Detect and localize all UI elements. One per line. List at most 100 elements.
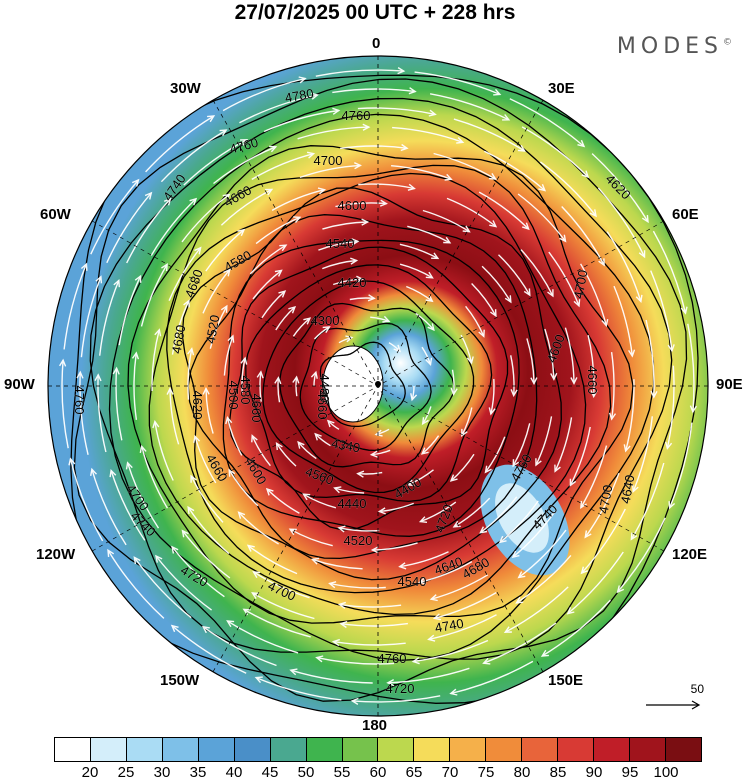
streamline-arrowhead <box>429 594 438 602</box>
streamline-arrowhead <box>417 577 427 585</box>
streamline-arrowhead <box>361 218 370 226</box>
streamline <box>339 603 402 608</box>
streamline-arrowhead <box>125 461 133 470</box>
streamline-arrowhead <box>275 441 283 451</box>
streamline-arrowhead <box>517 144 526 152</box>
streamline <box>450 660 534 695</box>
streamline-arrowhead <box>139 444 147 454</box>
streamline <box>133 352 138 420</box>
streamline-arrowhead <box>223 268 231 277</box>
streamline-arrowhead <box>431 252 440 260</box>
streamline <box>520 249 554 297</box>
streamline-arrowhead <box>503 626 512 633</box>
streamline-arrowhead <box>337 601 347 609</box>
streamlines <box>59 67 697 705</box>
streamline <box>512 511 556 558</box>
streamline-arrowhead <box>339 620 348 629</box>
streamline-arrowhead <box>466 356 474 365</box>
streamline <box>243 608 311 638</box>
contour-label: 4700 <box>571 269 591 300</box>
streamline-arrowhead <box>293 216 302 223</box>
colorbar-swatch <box>90 738 127 761</box>
streamline-arrowhead <box>333 486 342 494</box>
streamline-arrowhead <box>166 387 174 395</box>
streamline-arrowhead <box>59 358 67 367</box>
contour-label: 4740 <box>434 616 465 636</box>
colorbar-swatch <box>450 738 487 761</box>
contour-label: 4300 <box>311 313 340 328</box>
streamline <box>332 88 416 94</box>
streamline <box>584 472 620 538</box>
streamline <box>419 560 473 583</box>
streamline <box>255 216 301 245</box>
streamline-arrowhead <box>331 638 341 647</box>
streamline-arrowhead <box>559 234 567 243</box>
streamline-arrowhead <box>504 295 512 304</box>
colorbar-tick-label: 55 <box>333 764 351 781</box>
streamline-arrowhead <box>80 262 88 271</box>
colorbar-tick-label: 90 <box>585 764 603 781</box>
streamline-arrowhead <box>462 225 471 233</box>
streamline-arrowhead <box>265 487 274 496</box>
streamline-arrowhead <box>667 344 675 353</box>
streamline-arrowhead <box>521 222 530 231</box>
streamline <box>387 667 470 684</box>
streamline <box>141 446 169 509</box>
streamline <box>484 150 546 192</box>
streamline-arrowhead <box>303 317 312 325</box>
streamline <box>434 591 497 619</box>
contour-label: 4660 <box>249 394 264 423</box>
streamline-arrowhead <box>222 193 231 201</box>
streamline <box>263 109 339 133</box>
streamline <box>539 161 597 217</box>
colorbar-swatch <box>558 738 595 761</box>
streamline-arrowhead <box>201 625 210 634</box>
colorbar-swatch <box>522 738 559 761</box>
contour-label: 4700 <box>314 153 343 168</box>
streamline-arrowhead <box>256 370 264 379</box>
streamline-arrowhead <box>577 139 586 148</box>
streamline-arrowhead <box>398 562 407 570</box>
contour-label: 4660 <box>585 366 600 395</box>
streamline-arrowhead <box>418 516 428 523</box>
streamline-arrowhead <box>337 525 346 533</box>
streamline <box>329 582 386 589</box>
contour-label: 4540 <box>398 574 427 589</box>
colorbar-tick-label: 65 <box>405 764 423 781</box>
streamline <box>187 506 230 555</box>
streamline-arrowhead <box>246 544 255 552</box>
colorbar-swatch <box>162 738 199 761</box>
streamline-arrowhead <box>202 386 210 395</box>
streamline <box>171 625 247 674</box>
streamline <box>79 372 89 455</box>
streamline <box>429 93 510 121</box>
lon-label-30e: 30E <box>548 80 575 97</box>
colorbar-tick-label: 85 <box>549 764 567 781</box>
streamline-arrowhead <box>228 468 236 477</box>
contour-label: 4680 <box>169 324 189 355</box>
streamline <box>171 546 225 598</box>
streamline <box>433 152 496 180</box>
streamline <box>255 676 342 701</box>
contour-line <box>319 341 406 428</box>
streamline-arrowhead <box>493 88 502 96</box>
streamline <box>181 530 231 579</box>
map-disk: 4780 4760 4760 4700 4740 4660 4600 4540 4580 4680… <box>48 56 708 716</box>
streamline-arrowhead <box>411 657 420 665</box>
streamline-arrowhead <box>227 334 235 343</box>
contour-line <box>89 97 673 660</box>
streamline <box>499 500 539 543</box>
streamline <box>567 551 624 615</box>
streamline-arrowhead <box>274 269 283 277</box>
colorbar-swatch <box>630 738 666 761</box>
streamline-arrowhead <box>237 511 246 519</box>
streamline-arrowhead <box>187 347 195 356</box>
streamline <box>220 188 273 226</box>
contour-label: 4760 <box>72 386 87 415</box>
streamline <box>181 193 230 243</box>
streamline <box>650 270 673 351</box>
streamline-arrowhead <box>362 123 371 131</box>
streamline-arrowhead <box>183 299 190 308</box>
streamline <box>222 77 306 112</box>
streamline-arrowhead <box>632 484 639 493</box>
